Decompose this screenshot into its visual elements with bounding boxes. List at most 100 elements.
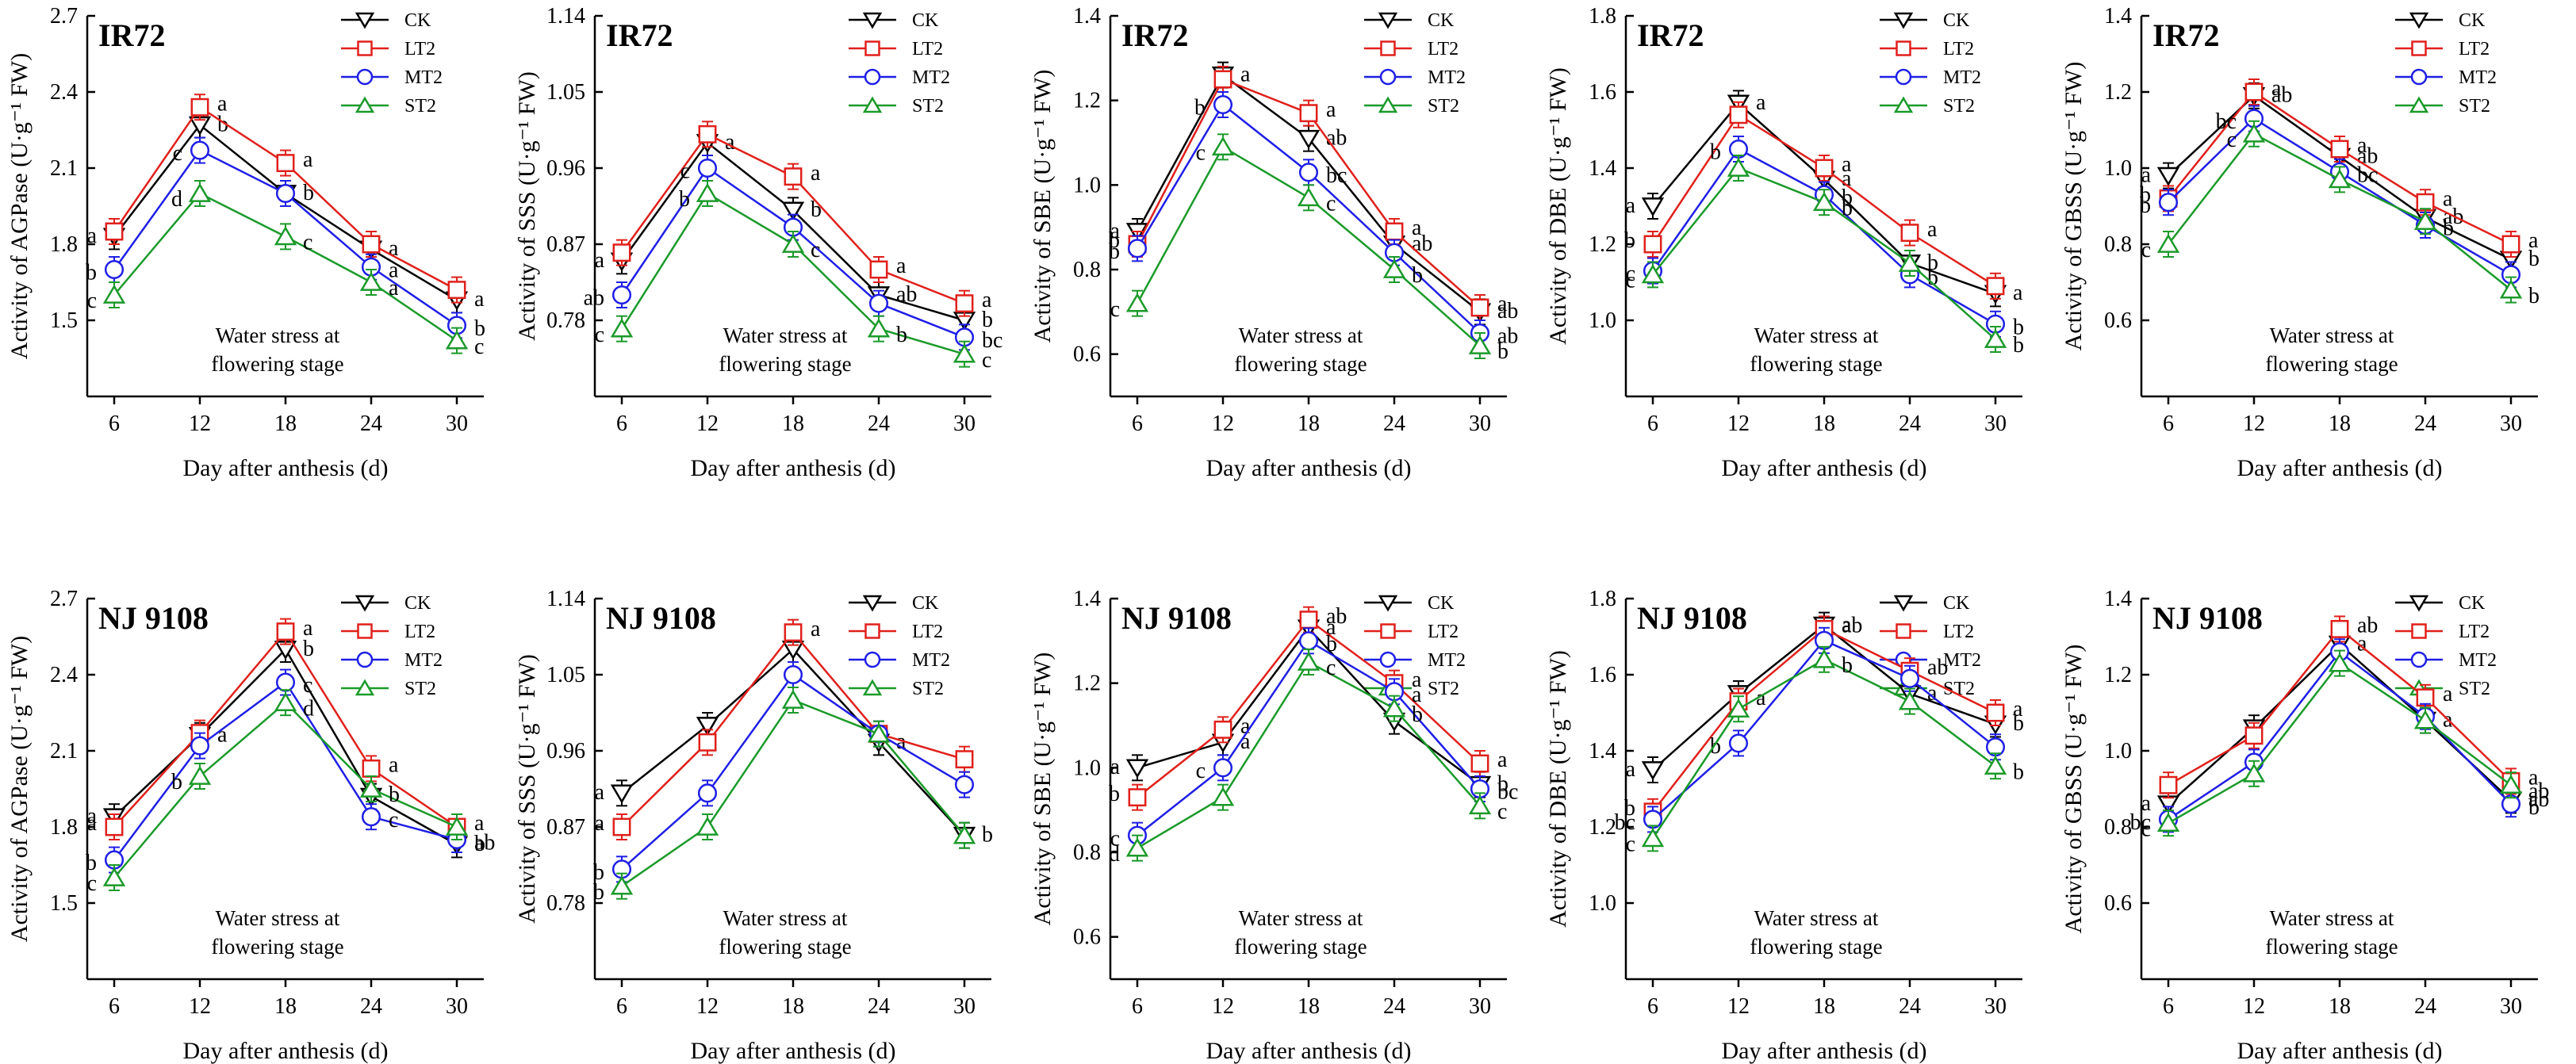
significance-label: b (2140, 193, 2151, 218)
y-tick-label: 1.2 (2104, 80, 2132, 105)
y-tick-label: 1.2 (1589, 815, 1616, 840)
data-point (611, 285, 632, 305)
y-tick-label: 1.0 (1589, 308, 1616, 333)
significance-label: a (1326, 98, 1336, 122)
stress-annotation: Water stress at (1239, 906, 1363, 930)
legend-marker (864, 623, 880, 639)
y-tick-label: 2.1 (50, 156, 78, 181)
significance-label: b (2443, 216, 2454, 241)
y-axis-label: Activity of GBSS (U·g⁻¹ FW) (2060, 62, 2087, 351)
legend-label: LT2 (2459, 622, 2490, 642)
significance-label: b (303, 637, 314, 661)
data-point (867, 318, 891, 338)
legend-label: MT2 (1428, 650, 1466, 671)
legend-marker (2411, 40, 2427, 56)
data-point (1382, 258, 1406, 278)
significance-label: b (1194, 96, 1206, 121)
data-point (2499, 774, 2523, 794)
significance-label: ab (896, 282, 917, 307)
data-point (1898, 691, 1922, 710)
significance-label: a (217, 723, 228, 748)
significance-label: a (1842, 152, 1852, 177)
y-tick-label: 1.6 (1589, 80, 1616, 105)
data-point (781, 233, 805, 253)
significance-label: a (1497, 748, 1508, 772)
legend-marker (1893, 595, 1914, 612)
data-point (1986, 277, 2005, 296)
data-point (612, 243, 631, 262)
x-tick-label: 30 (446, 994, 468, 1019)
y-tick-label: 1.8 (50, 232, 78, 257)
significance-label: ab (1412, 232, 1432, 256)
data-point (1125, 759, 1149, 779)
panel-6: 0.78 0.87 0.96 1.05 1.14 6 12 18 24 30 Day after a… (514, 587, 993, 1064)
stress-annotation: Water stress at (2270, 323, 2394, 347)
x-axis-label: Day after anthesis (d) (182, 455, 388, 481)
legend-marker (356, 68, 374, 86)
significance-label: b (474, 316, 485, 341)
x-tick-label: 24 (360, 411, 382, 436)
data-point (275, 183, 296, 204)
legend-label: CK (404, 593, 431, 614)
significance-label: b (982, 822, 993, 847)
significance-label: c (1326, 656, 1336, 680)
x-axis-label: Day after anthesis (d) (1206, 1038, 1411, 1064)
significance-label: a (2141, 163, 2152, 187)
y-tick-label: 1.5 (50, 891, 78, 916)
x-tick-label: 12 (696, 411, 719, 436)
data-point (1641, 761, 1665, 781)
significance-label: ab (2528, 787, 2549, 812)
data-point (1812, 649, 1836, 668)
significance-label: a (1842, 612, 1852, 637)
significance-label: d (171, 187, 182, 212)
legend-label: CK (404, 10, 431, 31)
significance-label: b (171, 770, 182, 794)
data-point (1299, 610, 1318, 630)
data-point (1211, 787, 1235, 806)
data-point (1128, 788, 1147, 807)
legend-marker (2409, 12, 2429, 29)
legend-marker (862, 679, 883, 696)
significance-label: a (2141, 791, 2152, 816)
significance-label: b (86, 261, 97, 285)
data-point (1641, 828, 1665, 848)
y-tick-label: 2.7 (50, 587, 78, 611)
x-tick-label: 18 (1298, 411, 1320, 436)
data-point (2156, 233, 2180, 253)
panel-8: 1.0 1.2 1.4 1.6 1.8 6 12 18 24 30 Day after anthes… (1545, 587, 2024, 1064)
y-tick-label: 1.8 (1589, 4, 1616, 29)
significance-label: a (896, 254, 907, 278)
significance-label: a (1756, 90, 1766, 115)
y-axis-label: Activity of DBE (U·g⁻¹ FW) (1545, 67, 1571, 345)
data-point (2156, 166, 2180, 186)
legend-marker (357, 40, 373, 56)
y-tick-label: 0.96 (546, 739, 585, 764)
data-point (698, 124, 717, 144)
x-axis-label: Day after anthesis (d) (2237, 1038, 2442, 1064)
legend-label: ST2 (912, 96, 944, 117)
panel-0: 1.5 1.8 2.1 2.4 2.7 6 12 18 24 30 Day after anthes… (6, 4, 485, 481)
data-point (1984, 755, 2007, 775)
series-line (621, 698, 965, 887)
panel-1: 0.78 0.87 0.96 1.05 1.14 6 12 18 24 30 Day after a… (514, 4, 1002, 481)
panel-2: 0.6 0.8 1.0 1.2 1.4 6 12 18 24 30 Day after anthes… (1029, 4, 1518, 481)
stress-annotation: flowering stage (1234, 352, 1367, 376)
x-tick-label: 18 (1298, 994, 1320, 1019)
significance-label: ab (2271, 83, 2292, 108)
legend-label: LT2 (1943, 622, 1974, 642)
significance-label: b (1412, 263, 1423, 288)
data-point (610, 784, 634, 804)
y-tick-label: 1.2 (1073, 672, 1101, 696)
significance-label: a (389, 753, 399, 778)
x-tick-label: 24 (360, 994, 382, 1019)
data-point (2330, 619, 2349, 638)
legend-marker (356, 651, 374, 668)
legend-label: LT2 (912, 39, 943, 59)
legend-label: MT2 (1428, 67, 1466, 88)
data-point (1643, 235, 1662, 254)
significance-label: b (86, 851, 97, 875)
legend-marker (2409, 96, 2429, 113)
stress-annotation: Water stress at (1754, 906, 1879, 930)
legend-marker (1378, 12, 1398, 29)
significance-label: b (1109, 228, 1120, 253)
